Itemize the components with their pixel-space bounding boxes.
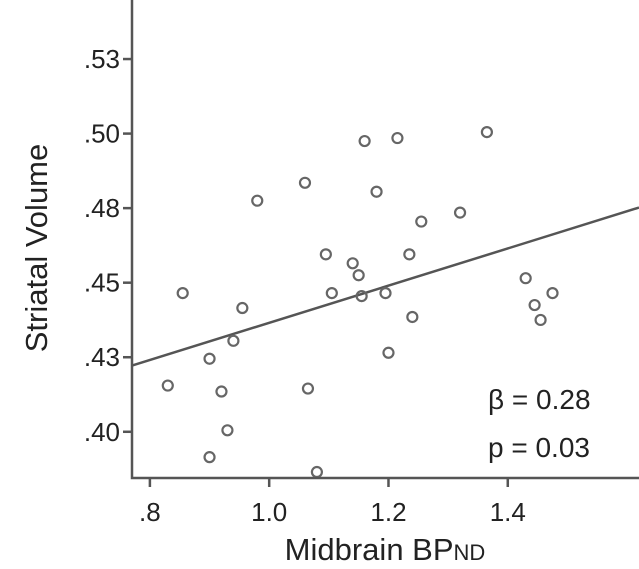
y-axis-ticks: .40 .43 .45 .48 .50 .53: [84, 44, 132, 447]
regression-line: [131, 206, 639, 367]
data-point: [176, 287, 189, 300]
data-point: [227, 334, 240, 347]
data-point: [415, 215, 428, 228]
data-point: [203, 352, 216, 365]
data-point: [298, 176, 312, 189]
data-point: [519, 272, 532, 285]
data-point: [203, 451, 216, 464]
x-axis-title: Midbrain BPND: [285, 532, 486, 567]
y-tick-label: .45: [84, 268, 120, 298]
points-layer: [161, 125, 559, 479]
data-point: [352, 269, 365, 282]
data-point: [382, 346, 395, 359]
data-point: [358, 134, 371, 148]
y-tick-label: .43: [84, 342, 120, 372]
y-axis-title: Striatal Volume: [19, 144, 54, 353]
x-axis-ticks: .8 1.0 1.2 1.4: [139, 478, 526, 527]
y-tick-label: .50: [84, 119, 120, 149]
data-point: [379, 287, 392, 300]
x-tick-label: 1.0: [251, 497, 287, 527]
data-point: [480, 125, 493, 139]
data-point: [546, 287, 559, 300]
y-tick-label: .53: [84, 44, 120, 74]
x-tick-label: 1.4: [490, 497, 526, 527]
data-point: [301, 382, 315, 395]
data-point: [215, 385, 228, 398]
data-point: [403, 248, 416, 261]
data-point: [161, 379, 174, 392]
data-point: [325, 287, 338, 300]
data-point: [236, 301, 249, 315]
data-point: [310, 465, 324, 479]
data-point: [528, 298, 541, 312]
data-point: [346, 257, 359, 270]
data-point: [319, 248, 332, 261]
y-tick-label: .40: [84, 417, 120, 447]
data-point: [391, 131, 404, 145]
beta-annotation: β = 0.28: [488, 384, 591, 415]
x-tick-label: .8: [139, 497, 161, 527]
data-point: [221, 424, 234, 437]
data-point: [370, 185, 383, 198]
fit-layer: [131, 206, 639, 367]
data-point: [251, 194, 264, 207]
data-point: [534, 313, 547, 327]
data-point: [453, 206, 467, 219]
y-tick-label: .48: [84, 193, 120, 223]
data-point: [406, 310, 419, 324]
axes-frame: [130, 0, 639, 480]
data-point: [355, 290, 368, 303]
x-tick-label: 1.2: [370, 497, 406, 527]
p-value-annotation: p = 0.03: [488, 432, 590, 463]
